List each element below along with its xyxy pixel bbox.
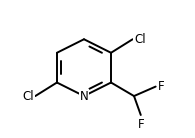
Text: F: F — [158, 80, 165, 93]
Text: Cl: Cl — [22, 90, 34, 103]
Text: Cl: Cl — [134, 33, 146, 46]
Text: F: F — [137, 118, 144, 131]
Text: N: N — [80, 90, 88, 103]
